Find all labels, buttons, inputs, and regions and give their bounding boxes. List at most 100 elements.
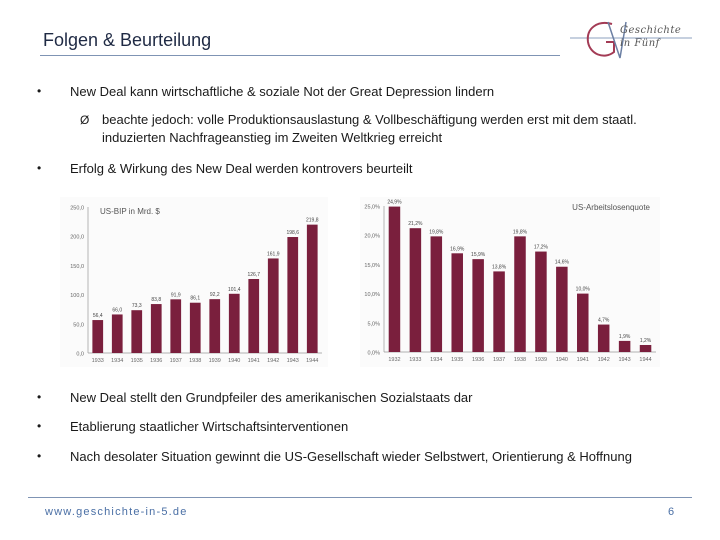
x-tick-label: 1937: [493, 357, 505, 363]
bar: [209, 299, 221, 353]
y-tick-label: 25,0%: [364, 205, 380, 211]
data-label: 21,2%: [408, 221, 423, 227]
x-tick-label: 1935: [451, 357, 463, 363]
bullet-text: Nach desolater Situation gewinnt die US-…: [70, 449, 632, 464]
x-tick-label: 1942: [598, 357, 610, 363]
bar: [409, 228, 422, 352]
data-label: 19,8%: [513, 229, 528, 235]
y-tick-label: 100,0: [70, 293, 84, 299]
y-tick-label: 20,0%: [364, 234, 380, 240]
x-tick-label: 1939: [535, 357, 547, 363]
y-tick-label: 250,0: [70, 206, 84, 212]
logo-wordmark: Geschichte in Fünf: [620, 24, 681, 50]
y-tick-label: 10,0%: [364, 292, 380, 298]
bullet-marker: •: [37, 84, 42, 98]
bullet-item: • Etablierung staatlicher Wirtschaftsint…: [37, 418, 349, 435]
bar: [451, 253, 463, 352]
arrow-marker: Ø: [80, 113, 90, 127]
chart-title: US-Arbeitslosenquote: [572, 203, 650, 212]
logo-icon: [570, 21, 692, 59]
bar: [189, 302, 201, 353]
x-tick-label: 1935: [131, 358, 143, 364]
chart-title: US-BIP in Mrd. $: [100, 207, 160, 216]
bar: [111, 314, 123, 353]
bullet-marker: •: [37, 390, 42, 404]
data-label: 73,3: [132, 303, 142, 309]
bullet-item: • New Deal stellt den Grundpfeiler des a…: [37, 389, 473, 406]
data-label: 56,4: [93, 313, 103, 319]
bar: [388, 206, 401, 352]
y-tick-label: 15,0%: [364, 263, 380, 269]
x-tick-label: 1941: [577, 357, 589, 363]
data-label: 10,0%: [576, 287, 591, 293]
data-label: 15,9%: [471, 252, 486, 258]
bar: [150, 304, 162, 353]
data-label: 92,2: [210, 292, 220, 298]
gdp-chart: 0,0 50,0 100,0 150,0 200,0 250,0 US-BIP in Mrd…: [60, 197, 328, 367]
bar: [248, 279, 260, 353]
bar: [556, 266, 568, 352]
data-label: 17,2%: [534, 245, 549, 251]
data-label: 101,4: [228, 287, 241, 293]
unemployment-chart: 0,0% 5,0% 10,0% 15,0% 20,0% 25,0% US-Arbeitslo…: [360, 197, 660, 367]
x-tick-label: 1934: [430, 357, 442, 363]
bar: [131, 310, 143, 353]
x-tick-label: 1944: [639, 357, 651, 363]
x-tick-label: 1933: [409, 357, 421, 363]
gdp-chart-svg: 0,0 50,0 100,0 150,0 200,0 250,0 US-BIP in Mrd…: [70, 206, 322, 364]
data-label: 198,6: [286, 230, 299, 236]
x-tick-label: 1936: [150, 358, 162, 364]
bullet-item: • Erfolg & Wirkung des New Deal werden k…: [37, 160, 412, 177]
sub-bullet-text: beachte jedoch: volle Produktionsauslast…: [102, 112, 637, 145]
bar: [306, 224, 318, 353]
y-tick-label: 50,0: [73, 322, 84, 328]
data-label: 1,2%: [640, 338, 652, 344]
bar: [92, 320, 104, 353]
data-label: 14,6%: [555, 260, 570, 266]
bar: [639, 344, 652, 352]
bullet-marker: •: [37, 419, 42, 433]
data-label: 16,9%: [450, 246, 465, 252]
data-label: 66,0: [112, 307, 122, 313]
bullet-text: New Deal kann wirtschaftliche & soziale …: [70, 84, 495, 99]
bar: [597, 324, 610, 352]
x-tick-label: 1941: [248, 358, 260, 364]
x-tick-label: 1937: [170, 358, 182, 364]
x-tick-label: 1942: [267, 358, 279, 364]
y-tick-label: 0,0%: [367, 351, 380, 357]
logo-line-1: Geschichte: [620, 25, 682, 36]
bullet-marker: •: [37, 161, 42, 175]
title-divider: [40, 55, 560, 56]
bar: [618, 340, 631, 352]
y-tick-label: 200,0: [70, 235, 84, 241]
bar: [535, 251, 547, 352]
bar: [228, 293, 240, 353]
x-tick-label: 1944: [306, 358, 318, 364]
bullet-text: New Deal stellt den Grundpfeiler des ame…: [70, 390, 473, 405]
x-tick-label: 1934: [111, 358, 123, 364]
x-tick-label: 1938: [189, 358, 201, 364]
data-label: 19,8%: [429, 229, 444, 235]
data-label: 219,8: [306, 218, 319, 224]
x-tick-label: 1943: [287, 358, 299, 364]
x-tick-label: 1938: [514, 357, 526, 363]
x-tick-label: 1939: [209, 358, 221, 364]
sub-bullet-item: Ø beachte jedoch: volle Produktionsausla…: [80, 111, 682, 147]
data-label: 24,9%: [387, 200, 402, 206]
data-label: 4,7%: [598, 318, 610, 324]
bullet-text: Etablierung staatlicher Wirtschaftsinter…: [70, 419, 349, 434]
bar: [514, 236, 526, 352]
bar: [170, 299, 182, 353]
footer-link[interactable]: www.geschichte-in-5.de: [45, 506, 188, 518]
data-label: 126,7: [247, 272, 260, 278]
x-tick-label: 1943: [618, 357, 630, 363]
slide-title: Folgen & Beurteilung: [43, 30, 212, 50]
x-tick-label: 1940: [228, 358, 240, 364]
data-label: 1,9%: [619, 334, 631, 340]
page-number: 6: [668, 506, 675, 518]
x-tick-label: 1932: [388, 357, 400, 363]
x-tick-label: 1940: [556, 357, 568, 363]
bullet-item: • New Deal kann wirtschaftliche & sozial…: [37, 83, 495, 100]
footer-divider: [28, 497, 692, 498]
data-label: 86,1: [190, 296, 200, 302]
